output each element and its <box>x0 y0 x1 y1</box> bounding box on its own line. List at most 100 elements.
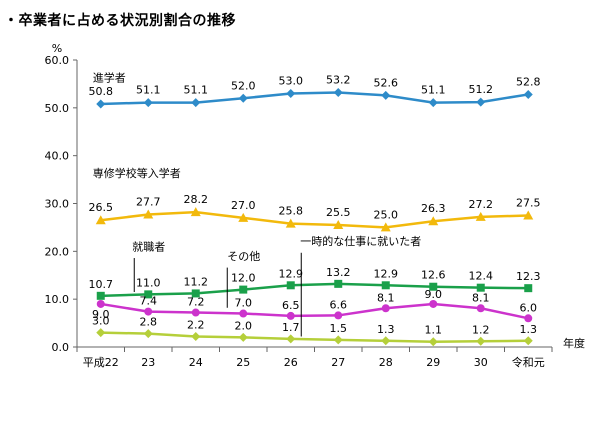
y-tick-label: 30.0 <box>45 198 70 211</box>
x-tick-label: 25 <box>236 356 250 369</box>
data-point <box>96 299 105 308</box>
data-point <box>429 299 438 308</box>
data-point <box>476 97 486 107</box>
data-label: 3.0 <box>92 315 110 328</box>
data-point <box>96 99 106 109</box>
data-point <box>334 311 343 320</box>
data-label: 7.0 <box>235 297 253 310</box>
data-point <box>429 282 438 291</box>
y-tick-label: 20.0 <box>45 245 70 258</box>
data-label: 50.8 <box>89 85 114 98</box>
data-label: 6.6 <box>330 298 348 311</box>
series-name-label: 就職者 <box>132 239 165 253</box>
data-label: 51.2 <box>469 83 494 96</box>
data-point <box>96 291 105 300</box>
data-point <box>523 89 533 99</box>
series-name-label: 進学者 <box>93 71 126 85</box>
data-label: 8.1 <box>377 291 395 304</box>
data-point <box>523 210 534 220</box>
data-label: 1.3 <box>520 323 538 336</box>
data-label: 1.5 <box>330 322 348 335</box>
data-point <box>476 336 486 346</box>
data-point <box>476 304 485 313</box>
data-point <box>285 218 296 228</box>
data-point <box>381 304 390 313</box>
y-tick-label: 60.0 <box>45 54 70 67</box>
data-label: 12.3 <box>516 270 541 283</box>
data-label: 53.0 <box>279 74 304 87</box>
data-label: 13.2 <box>326 266 351 279</box>
data-point <box>333 335 343 345</box>
data-label: 25.0 <box>374 208 399 221</box>
series-name-label: 一時的な仕事に就いた者 <box>300 234 421 248</box>
series-line <box>100 302 529 320</box>
data-point <box>191 308 200 317</box>
data-point <box>333 220 344 230</box>
data-point <box>334 279 343 288</box>
data-label: 1.7 <box>282 321 300 334</box>
data-point <box>523 336 533 346</box>
data-label: 52.8 <box>516 75 541 88</box>
data-label: 7.2 <box>187 296 205 309</box>
data-label: 1.2 <box>472 323 490 336</box>
data-label: 28.2 <box>184 193 209 206</box>
data-point <box>286 334 296 344</box>
data-label: 12.6 <box>421 269 446 282</box>
data-label: 25.8 <box>279 205 304 218</box>
data-label: 2.0 <box>235 319 253 332</box>
y-unit-label: % <box>52 42 62 55</box>
series-line <box>100 331 529 343</box>
data-label: 2.2 <box>187 318 205 331</box>
y-tick-label: 10.0 <box>45 293 70 306</box>
data-point <box>190 207 201 217</box>
data-point <box>238 212 249 222</box>
x-tick-label: 令和元 <box>512 355 545 369</box>
chart-title: ・卒業者に占める状況別割合の推移 <box>4 13 236 29</box>
data-label: 10.7 <box>89 278 114 291</box>
x-tick-label: 27 <box>331 356 345 369</box>
data-point <box>333 88 343 98</box>
data-point <box>381 281 390 290</box>
data-label: 12.4 <box>469 270 494 283</box>
data-point <box>239 309 248 318</box>
data-point <box>191 331 201 341</box>
data-point <box>143 209 154 219</box>
series-name-label: その他 <box>227 250 260 263</box>
data-label: 9.0 <box>425 288 443 301</box>
data-label: 27.0 <box>231 199 256 212</box>
data-point <box>238 332 248 342</box>
data-point <box>143 329 153 339</box>
data-label: 2.8 <box>140 316 158 329</box>
series-line <box>100 282 529 298</box>
x-tick-label: 24 <box>189 356 203 369</box>
data-point <box>286 281 295 290</box>
x-tick-label: 29 <box>426 356 440 369</box>
data-label: 12.9 <box>374 267 399 280</box>
data-label: 51.1 <box>421 84 446 97</box>
data-label: 52.0 <box>231 79 256 92</box>
data-point <box>143 98 153 108</box>
series-name-label: 専修学校等入学者 <box>93 166 181 180</box>
data-point <box>381 90 391 100</box>
y-tick-label: 40.0 <box>45 150 70 163</box>
series-line <box>100 210 529 229</box>
data-point <box>475 211 486 221</box>
data-label: 11.0 <box>136 276 161 289</box>
series-line <box>100 91 529 106</box>
data-label: 27.5 <box>516 196 541 209</box>
data-label: 26.3 <box>421 202 446 215</box>
data-point <box>381 336 391 346</box>
data-point <box>476 283 485 292</box>
data-point <box>144 307 153 316</box>
data-point <box>95 215 106 225</box>
data-label: 6.0 <box>520 301 538 314</box>
data-label: 51.1 <box>184 84 209 97</box>
y-tick-label: 50.0 <box>45 102 70 115</box>
data-point <box>238 93 248 103</box>
data-point <box>191 98 201 108</box>
data-point <box>286 88 296 98</box>
data-label: 27.7 <box>136 196 161 209</box>
data-point <box>428 337 438 347</box>
data-point <box>428 98 438 108</box>
